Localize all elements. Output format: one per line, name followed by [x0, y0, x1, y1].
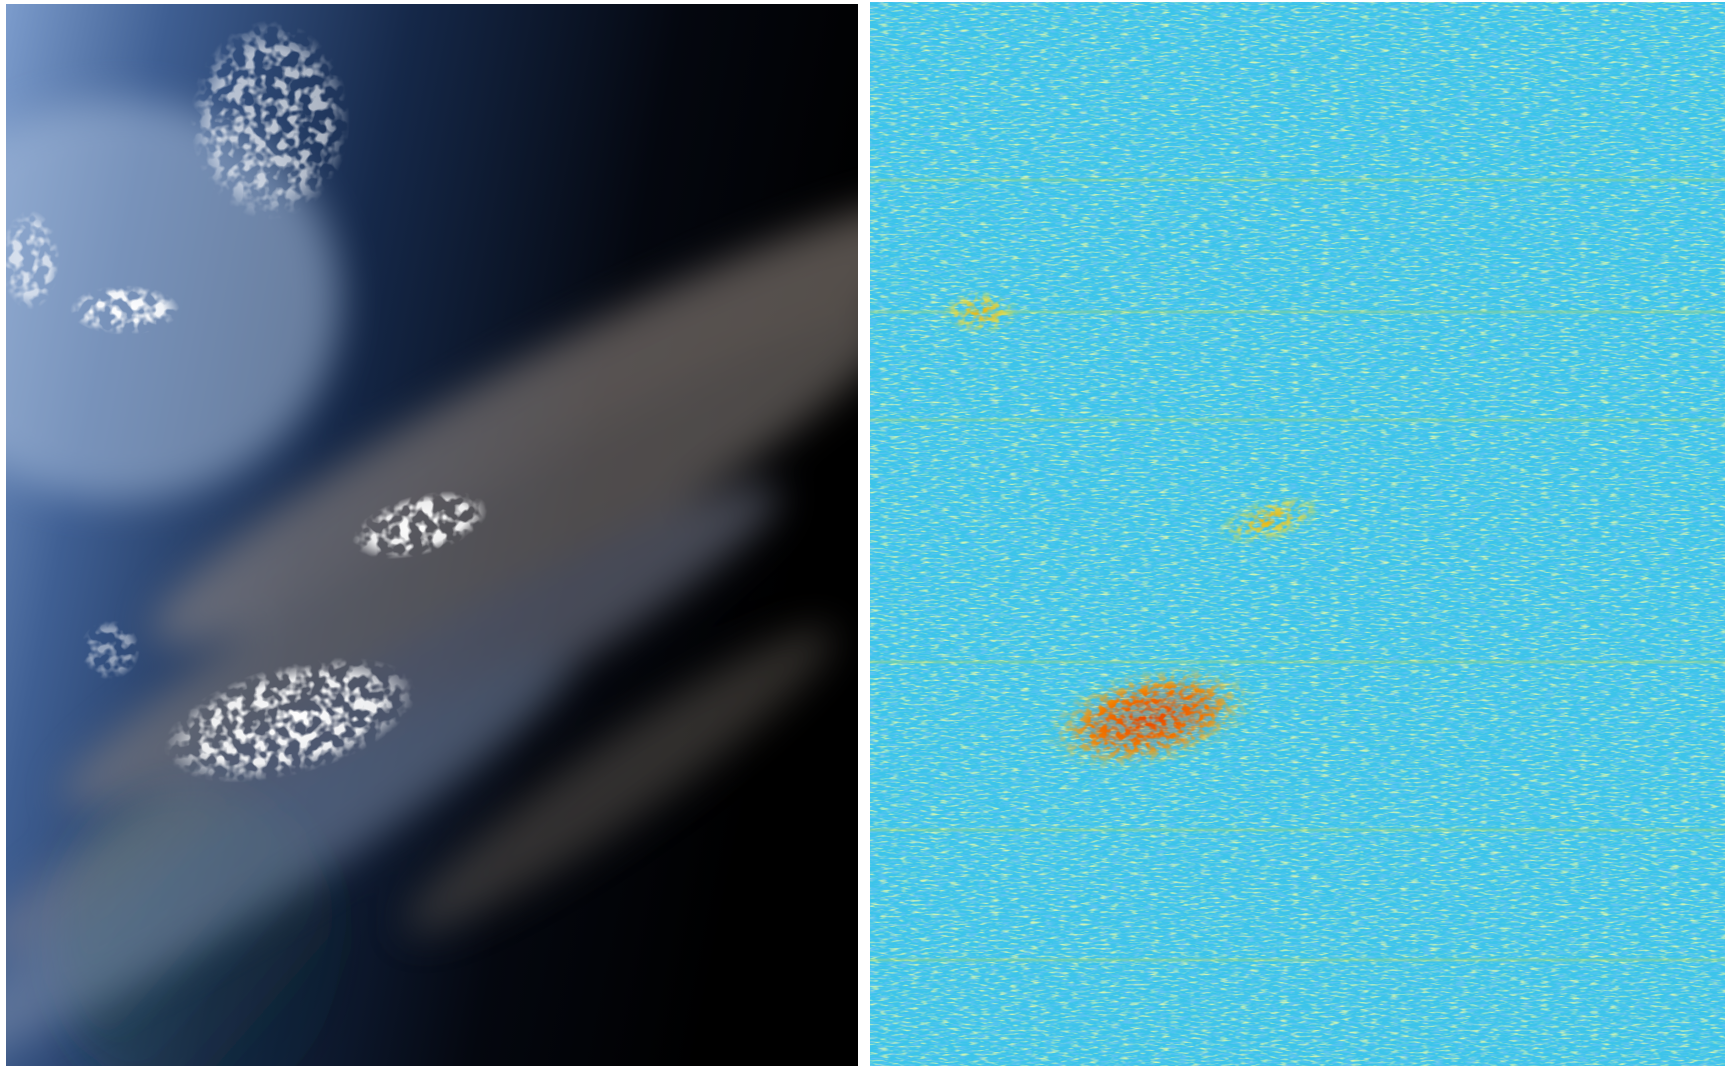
figure — [0, 0, 1726, 1068]
heat-map — [870, 2, 1725, 1066]
page — [0, 0, 1726, 1068]
satellite-image — [0, 4, 999, 1068]
mid-value-noise — [870, 2, 1725, 1066]
